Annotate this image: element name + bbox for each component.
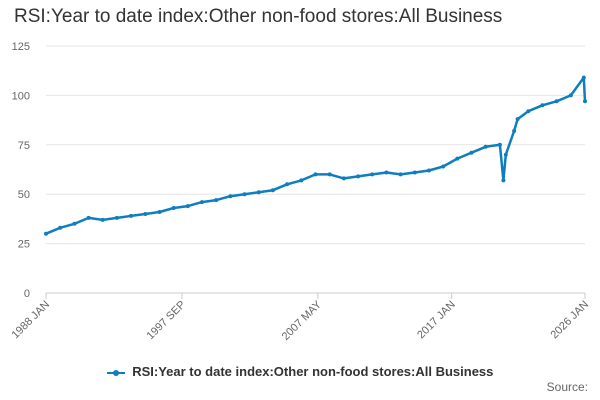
y-tick-label: 75 [18,140,30,152]
data-point[interactable] [44,231,48,236]
data-point[interactable] [341,176,346,181]
data-point[interactable] [515,117,520,122]
data-point[interactable] [427,168,431,173]
data-point[interactable] [412,170,417,175]
y-tick-label: 100 [12,90,30,102]
data-point[interactable] [568,93,573,98]
data-point[interactable] [356,174,361,179]
data-point[interactable] [512,129,517,133]
data-point[interactable] [171,206,176,210]
x-tick-label: 1988 JAN [9,299,52,342]
data-point[interactable] [384,170,389,175]
data-point[interactable] [185,204,190,209]
data-point[interactable] [58,225,63,230]
data-point[interactable] [483,144,488,149]
data-point[interactable] [299,178,304,183]
legend[interactable]: RSI:Year to date index:Other non-food st… [0,364,600,379]
y-tick-label: 125 [12,41,30,53]
data-point[interactable] [327,172,332,177]
data-point[interactable] [86,215,91,220]
data-point[interactable] [270,188,275,193]
y-tick-label: 50 [18,189,30,201]
data-point[interactable] [157,210,162,214]
data-point[interactable] [100,217,105,222]
x-tick-label: 1997 SEP [145,299,189,343]
data-point[interactable] [129,213,134,218]
data-point[interactable] [285,182,290,187]
data-point[interactable] [72,221,77,226]
data-point[interactable] [526,109,531,114]
data-point[interactable] [554,99,559,104]
data-point[interactable] [581,75,586,80]
data-point[interactable] [143,212,148,216]
series-layer [44,75,587,236]
data-point[interactable] [256,190,261,195]
x-axis-ticks: 1988 JAN 1997 SEP 2007 MAY 2017 JAN 2026 JAN [9,293,591,343]
data-point[interactable] [455,156,460,161]
data-point[interactable] [469,150,474,155]
data-point[interactable] [441,164,446,169]
data-point[interactable] [242,192,247,197]
data-point[interactable] [583,99,587,104]
legend-swatch-icon [106,368,125,378]
x-tick-label: 2026 JAN [548,299,591,342]
y-axis-ticks: 0 25 50 75 100 125 [12,41,30,300]
data-point[interactable] [228,194,233,199]
data-point[interactable] [398,172,403,177]
data-point[interactable] [503,152,508,157]
chart-title: RSI:Year to date index:Other non-food st… [14,6,503,27]
y-tick-label: 25 [18,239,30,251]
x-tick-label: 2017 JAN [415,299,458,342]
data-point[interactable] [114,215,119,220]
legend-label: RSI:Year to date index:Other non-food st… [132,364,494,379]
data-point[interactable] [501,178,506,183]
data-point[interactable] [370,172,375,177]
y-tick-label: 0 [24,288,30,300]
data-point[interactable] [313,172,318,177]
data-point[interactable] [497,142,502,147]
data-point[interactable] [200,200,204,205]
x-tick-label: 2007 MAY [280,298,325,343]
data-point[interactable] [540,103,545,108]
source-label: Source: [546,380,588,394]
data-point[interactable] [214,198,219,203]
